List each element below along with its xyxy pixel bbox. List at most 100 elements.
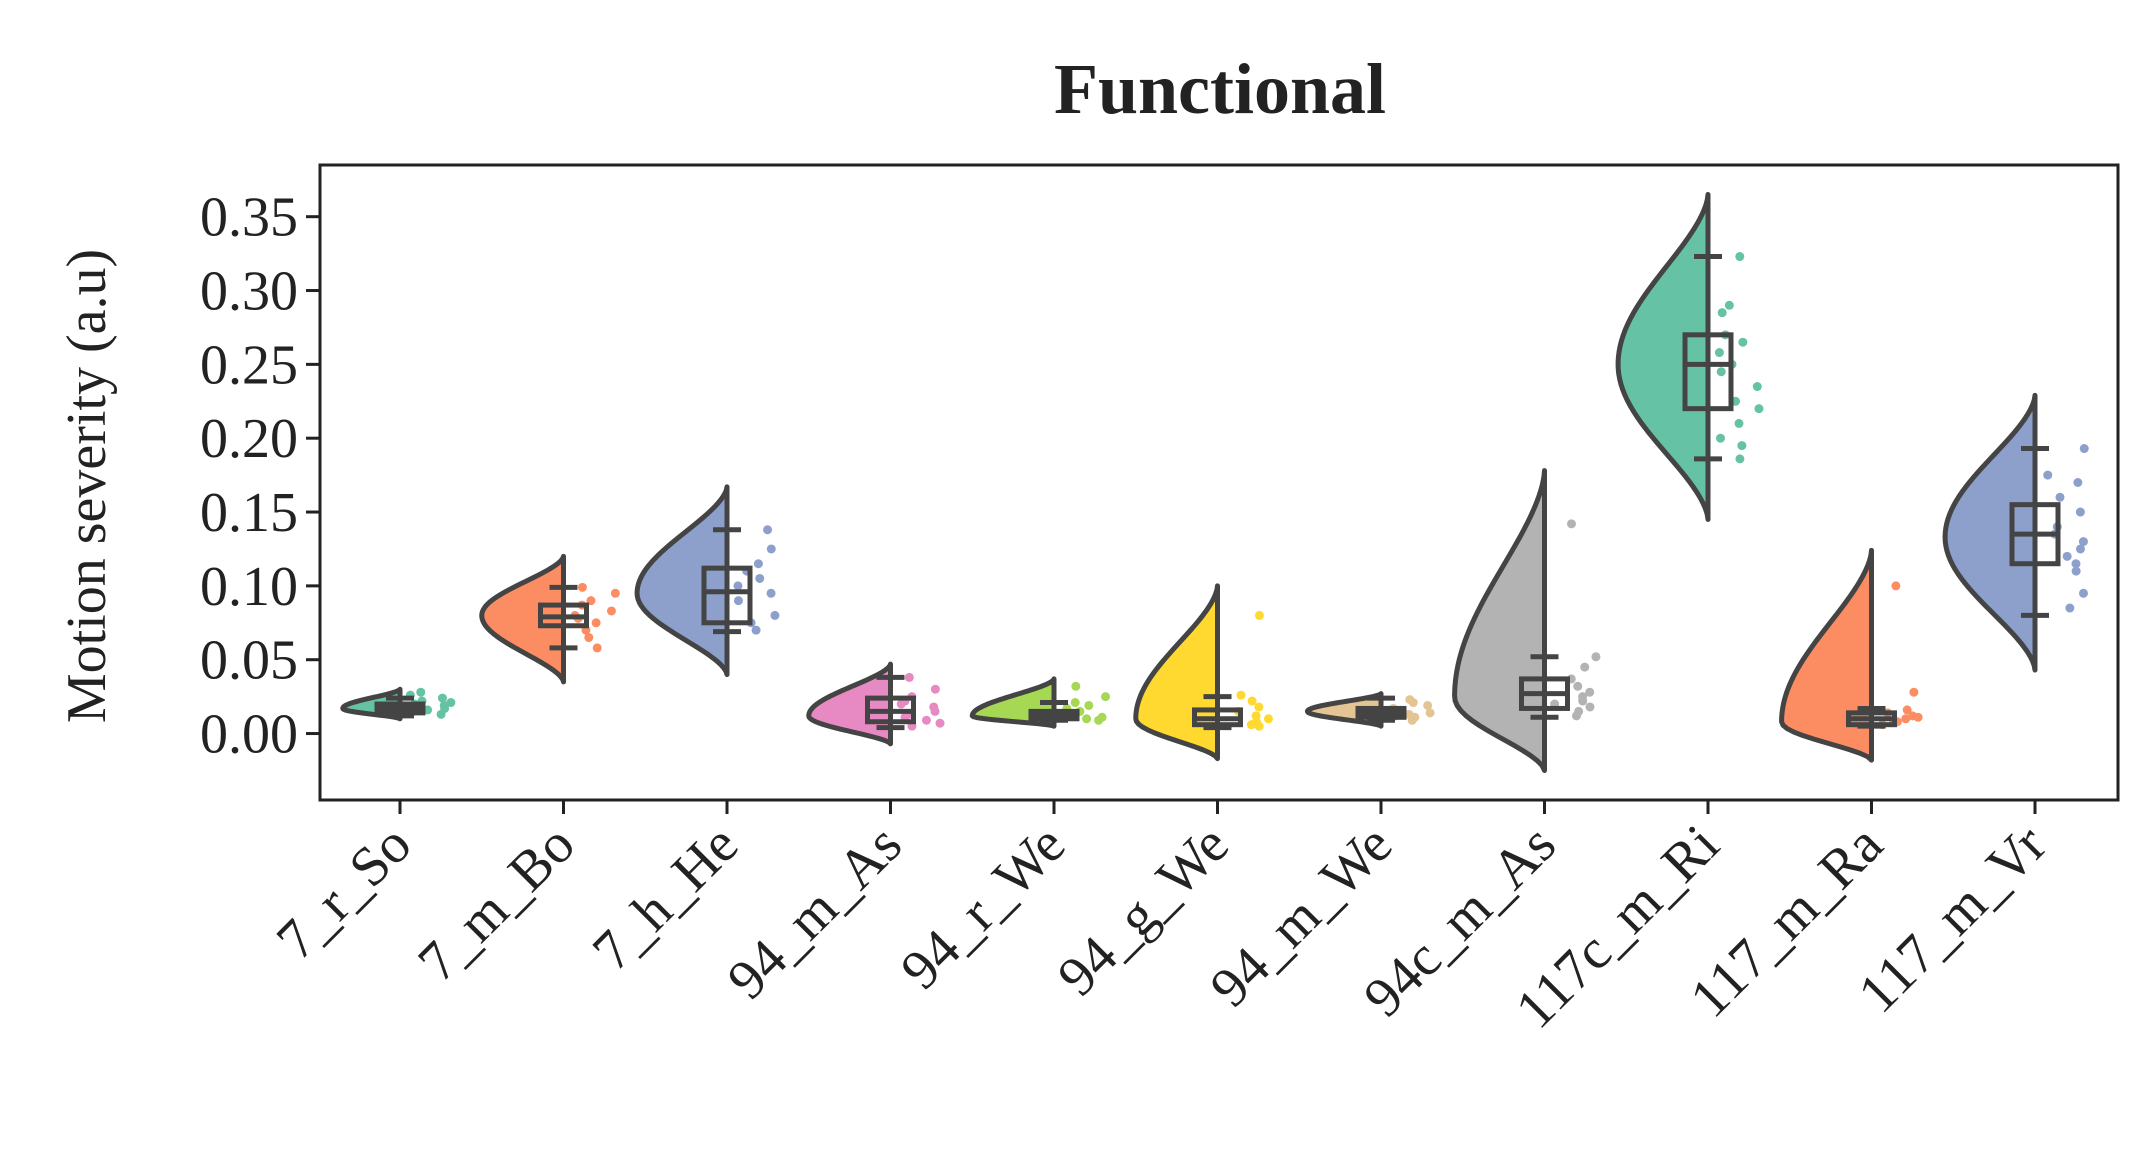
data-point (1715, 433, 1725, 443)
category-group (340, 686, 456, 722)
violin-half (634, 484, 730, 677)
violin-half (1452, 468, 1547, 773)
data-point (1404, 709, 1414, 719)
data-point (1236, 690, 1246, 700)
data-point (1724, 300, 1734, 310)
data-point (592, 643, 602, 653)
data-point (591, 618, 601, 628)
data-point (2078, 588, 2088, 598)
y-tick-label: 0.05 (200, 630, 298, 692)
category-group (1452, 468, 1601, 773)
data-point (755, 573, 765, 583)
data-point (1738, 337, 1748, 347)
box-iqr (701, 565, 753, 626)
violin-half (1779, 547, 1874, 763)
data-point (1591, 652, 1601, 662)
data-point (2075, 507, 2085, 517)
data-point (2043, 470, 2053, 480)
data-point (935, 718, 945, 728)
data-point (1902, 705, 1912, 715)
data-point (763, 525, 773, 535)
category-group (1942, 392, 2089, 673)
y-tick-label: 0.30 (200, 261, 298, 323)
data-point (2079, 444, 2089, 454)
data-point (766, 588, 776, 598)
data-point (446, 698, 456, 708)
data-point (2071, 566, 2081, 576)
data-point (733, 581, 743, 591)
data-point (930, 684, 940, 694)
data-point (1254, 702, 1264, 712)
y-tick-label: 0.35 (200, 187, 298, 249)
box-iqr (1682, 332, 1734, 412)
data-point (1254, 610, 1264, 620)
category-group (1779, 547, 1923, 763)
violin-half (1942, 392, 2038, 673)
data-point (1585, 687, 1595, 697)
data-point (1573, 681, 1583, 691)
data-point (1101, 692, 1111, 702)
data-point (437, 693, 447, 703)
x-tick-label: 94_r_We (889, 813, 1077, 1001)
data-point (1716, 367, 1726, 377)
data-point (1405, 695, 1415, 705)
data-point (1251, 711, 1261, 721)
data-point (1425, 708, 1435, 718)
category-group (1615, 192, 1764, 522)
x-axis: 7_r_So7_m_Bo7_h_He94_m_As94_r_We94_g_We9… (265, 800, 2058, 1041)
data-point (1908, 711, 1918, 721)
data-point (1082, 714, 1092, 724)
data-point (1737, 441, 1747, 451)
data-point (1901, 714, 1911, 724)
category-group (969, 676, 1111, 729)
data-point (1084, 700, 1094, 710)
data-point (1578, 692, 1588, 702)
y-axis-label: Motion severity (a.u) (56, 249, 118, 723)
data-point (610, 588, 620, 598)
data-point (904, 672, 914, 682)
y-tick-label: 0.20 (200, 408, 298, 470)
data-point (1717, 308, 1727, 318)
data-point (1574, 706, 1584, 716)
category-group (634, 484, 780, 677)
data-point (2075, 544, 2085, 554)
data-point (1754, 404, 1764, 414)
y-tick-label: 0.15 (200, 482, 298, 544)
data-point (2073, 478, 2083, 487)
data-point (1734, 418, 1744, 428)
data-point (2071, 559, 2081, 569)
data-point (416, 687, 426, 697)
data-point (606, 606, 616, 616)
category-group (1304, 691, 1435, 729)
violin-half (479, 553, 566, 685)
data-point (733, 596, 743, 606)
data-point (770, 610, 780, 620)
violin-half (1615, 192, 1711, 522)
data-point (1891, 581, 1901, 591)
x-tick-label: 7_m_Bo (406, 813, 586, 993)
data-point (2078, 537, 2088, 547)
data-point (1580, 662, 1590, 672)
category-group (479, 553, 620, 685)
data-point (1735, 454, 1745, 464)
x-tick-label: 7_r_So (265, 813, 423, 971)
x-tick-label: 94_m_As (716, 813, 914, 1011)
data-point (1097, 712, 1107, 722)
y-tick-label: 0.00 (200, 704, 298, 766)
plot-area (340, 192, 2089, 773)
data-point (1070, 698, 1080, 708)
data-point (1423, 700, 1433, 710)
data-point (1566, 519, 1576, 529)
data-point (1735, 252, 1745, 262)
data-point (577, 582, 587, 592)
category-group (1133, 583, 1273, 762)
data-point (1247, 696, 1257, 706)
data-point (766, 544, 776, 554)
data-point (751, 625, 761, 635)
violin-half (1133, 583, 1220, 762)
data-point (1263, 714, 1273, 724)
y-tick-label: 0.25 (200, 334, 298, 396)
chart-title: Functional (1054, 49, 1386, 129)
data-point (1714, 348, 1724, 358)
